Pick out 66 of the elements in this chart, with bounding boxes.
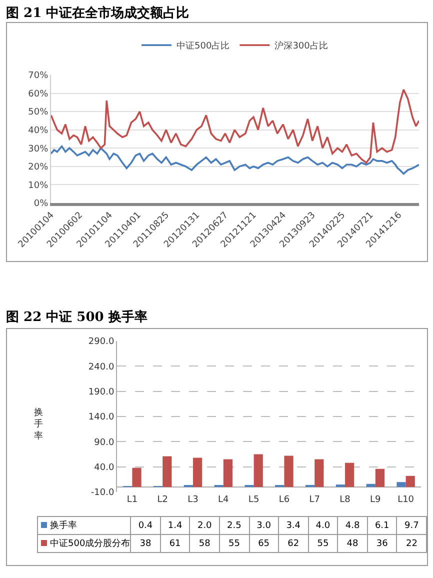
legend-label: 沪深300占比 — [274, 40, 328, 52]
chart-title: 图 21 中证在全市场成交额占比 — [6, 4, 190, 22]
bar — [366, 484, 376, 487]
y-tick-label: 50% — [28, 108, 49, 118]
data-label: 3.4 — [278, 516, 308, 534]
y-tick-label: 10% — [28, 180, 49, 191]
bar — [375, 468, 385, 487]
y-tick-label: 60% — [28, 89, 49, 100]
x-tick-label: L7 — [309, 495, 320, 505]
y-axis-title: 换手率 — [34, 407, 43, 442]
x-tick-label: L3 — [188, 495, 198, 505]
x-tick-label: L8 — [340, 495, 351, 505]
data-label: 2.5 — [219, 516, 249, 534]
data-label: 4.8 — [338, 516, 368, 534]
bar — [132, 468, 142, 487]
data-label: 55 — [219, 534, 249, 552]
x-tick-label: L4 — [218, 495, 230, 505]
y-tick-label: 0% — [34, 199, 49, 210]
bar — [162, 456, 172, 487]
x-tick-label: L5 — [248, 495, 260, 505]
data-label: 38 — [130, 534, 160, 552]
y-tick-label: 40.0 — [94, 462, 114, 473]
x-tick-label: L1 — [126, 495, 138, 505]
bar — [284, 456, 294, 487]
legend-label: 中证500成分股分布 — [50, 539, 130, 549]
legend-label: 中证500占比 — [176, 40, 230, 52]
bar — [314, 459, 324, 487]
bar — [254, 454, 263, 487]
data-label: 3.0 — [249, 516, 279, 534]
y-tick-label: 240.0 — [88, 362, 114, 372]
data-label: 4.0 — [308, 516, 338, 534]
x-tick-label: L6 — [278, 495, 290, 505]
bar — [223, 459, 233, 487]
y-tick-label: 140.0 — [88, 412, 114, 423]
y-tick-label: 70% — [28, 71, 49, 82]
data-label: 9.7 — [396, 516, 426, 534]
data-label: 48 — [338, 534, 368, 552]
y-tick-label: 90.0 — [94, 438, 114, 448]
legend-label: 换手率 — [50, 521, 77, 531]
data-label: 0.4 — [130, 516, 160, 534]
x-tick-label: L10 — [398, 495, 414, 505]
y-tick-label: 20% — [28, 162, 49, 173]
data-label: 58 — [190, 534, 220, 552]
data-label: 6.1 — [367, 516, 397, 534]
y-tick-label: 30% — [28, 144, 49, 154]
y-tick-label: 290.0 — [88, 337, 114, 348]
y-tick-label: 40% — [28, 126, 49, 136]
y-tick-label: -10.0 — [90, 488, 114, 498]
bar — [406, 476, 415, 487]
data-label: 55 — [308, 534, 338, 552]
data-label: 61 — [160, 534, 190, 552]
data-label: 2.0 — [190, 516, 220, 534]
x-tick-label: L9 — [370, 495, 382, 505]
bar — [193, 458, 202, 487]
data-label: 1.4 — [160, 516, 190, 534]
data-label: 22 — [396, 534, 426, 552]
x-tick-label: L2 — [157, 495, 168, 505]
line-series — [51, 88, 419, 164]
chart-title: 图 22 中证 500 换手率 — [6, 308, 148, 326]
data-label: 65 — [249, 534, 279, 552]
line-series — [51, 145, 419, 175]
y-tick-label: 190.0 — [88, 387, 114, 398]
data-label: 36 — [367, 534, 397, 552]
bar — [396, 482, 406, 487]
data-label: 62 — [278, 534, 308, 552]
bar — [345, 462, 354, 487]
